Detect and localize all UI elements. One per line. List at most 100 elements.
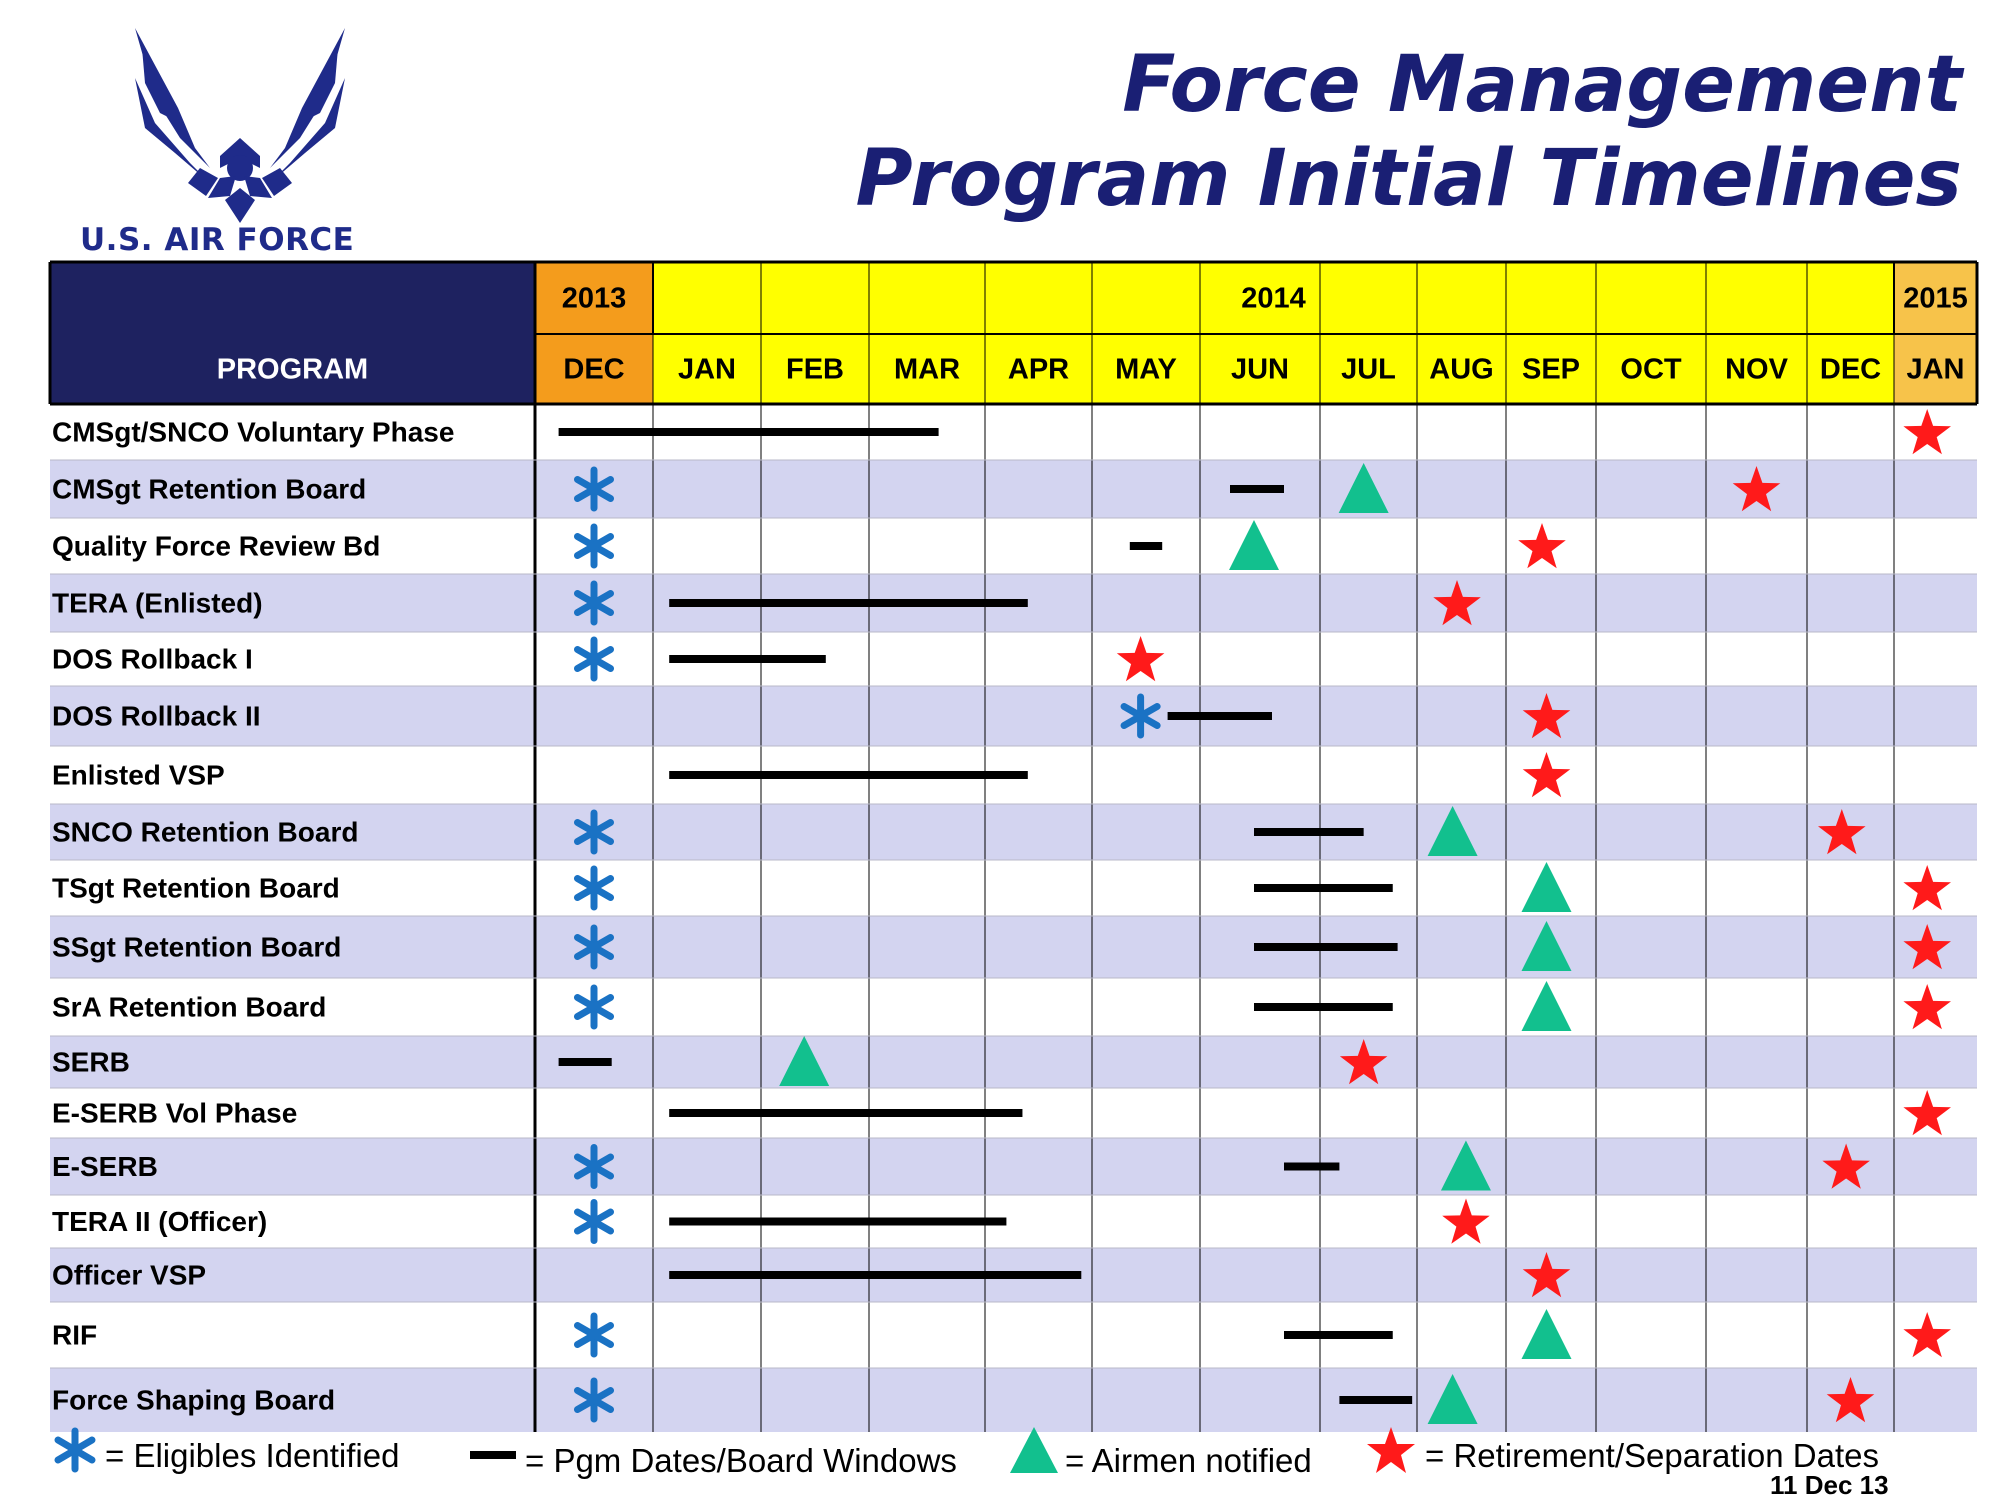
program-label: CMSgt Retention Board bbox=[52, 473, 366, 504]
eligibles-asterisk bbox=[573, 636, 615, 682]
window-bar bbox=[669, 655, 826, 663]
table-row bbox=[50, 460, 1977, 518]
eligibles-asterisk bbox=[573, 580, 615, 626]
table-row bbox=[50, 804, 1977, 860]
notified-triangle bbox=[1427, 1374, 1478, 1424]
window-bar bbox=[669, 1217, 1007, 1226]
triangle-legend-icon bbox=[1010, 1427, 1058, 1473]
table-row bbox=[50, 686, 1977, 746]
window-bar bbox=[1254, 943, 1398, 951]
eligibles-asterisk bbox=[573, 984, 615, 1030]
window-bar bbox=[669, 599, 1028, 607]
separation-star bbox=[1116, 636, 1165, 682]
table-row bbox=[50, 978, 1977, 1036]
program-label: SrA Retention Board bbox=[52, 991, 326, 1022]
year-label: 2013 bbox=[562, 283, 627, 315]
window-bar bbox=[1129, 542, 1163, 550]
legend-eligibles: = Eligibles Identified bbox=[105, 1437, 400, 1474]
notified-triangle bbox=[1521, 862, 1572, 912]
eligibles-asterisk bbox=[573, 523, 615, 569]
table-row bbox=[50, 916, 1977, 978]
month-label: SEP bbox=[1522, 354, 1580, 386]
program-label: SSgt Retention Board bbox=[52, 931, 341, 962]
window-bar bbox=[1230, 485, 1284, 493]
eligibles-asterisk bbox=[573, 1312, 615, 1358]
program-label: SNCO Retention Board bbox=[52, 816, 358, 847]
separation-star bbox=[1732, 466, 1781, 512]
legend-separation: = Retirement/Separation Dates bbox=[1425, 1437, 1879, 1474]
separation-star bbox=[1903, 1090, 1951, 1136]
table-row bbox=[50, 632, 1977, 686]
notified-triangle bbox=[1521, 1309, 1572, 1359]
eligibles-asterisk bbox=[573, 924, 615, 970]
notified-triangle bbox=[1427, 806, 1478, 856]
window-bar bbox=[558, 1058, 612, 1066]
legend-windows: = Pgm Dates/Board Windows bbox=[525, 1442, 957, 1479]
eligibles-asterisk bbox=[573, 809, 615, 855]
table-row bbox=[50, 404, 1977, 460]
table-row bbox=[50, 860, 1977, 916]
asterisk-legend-icon bbox=[54, 1427, 96, 1473]
program-label: TERA II (Officer) bbox=[52, 1206, 267, 1237]
month-label: MAR bbox=[894, 354, 960, 386]
page-title-line2: Program Initial Timelines bbox=[855, 134, 1962, 224]
separation-star bbox=[1339, 1039, 1388, 1085]
page-title-line1: Force Management bbox=[1122, 40, 1962, 130]
program-label: DOS Rollback I bbox=[52, 643, 253, 674]
brand-name: U.S. AIR FORCE bbox=[80, 222, 355, 258]
table-row bbox=[50, 518, 1977, 574]
separation-star bbox=[1822, 1143, 1870, 1189]
month-label: NOV bbox=[1725, 354, 1789, 386]
window-bar bbox=[1167, 712, 1272, 720]
program-label: TSgt Retention Board bbox=[52, 872, 340, 903]
eligibles-asterisk bbox=[573, 466, 615, 512]
separation-star bbox=[1522, 693, 1571, 739]
separation-star bbox=[1522, 1252, 1571, 1298]
program-label: Officer VSP bbox=[52, 1259, 206, 1290]
month-label: APR bbox=[1008, 354, 1069, 386]
program-label: TERA (Enlisted) bbox=[52, 587, 263, 618]
window-bar bbox=[1254, 884, 1393, 892]
window-bar bbox=[558, 428, 939, 436]
window-bar bbox=[669, 1109, 1023, 1117]
eligibles-asterisk bbox=[573, 1377, 615, 1423]
month-label: OCT bbox=[1620, 354, 1682, 386]
separation-star bbox=[1522, 752, 1571, 798]
program-label: E-SERB Vol Phase bbox=[52, 1097, 297, 1128]
program-label: Quality Force Review Bd bbox=[52, 530, 380, 561]
star-legend-icon bbox=[1367, 1427, 1415, 1473]
year-label: 2014 bbox=[1241, 283, 1306, 315]
eligibles-asterisk bbox=[573, 1199, 615, 1244]
air-force-symbol-icon bbox=[135, 28, 345, 223]
month-label: DEC bbox=[563, 354, 624, 386]
month-label: AUG bbox=[1429, 354, 1493, 386]
program-header-cell bbox=[50, 262, 535, 404]
eligibles-asterisk bbox=[1120, 693, 1161, 739]
program-label: CMSgt/SNCO Voluntary Phase bbox=[52, 416, 454, 447]
month-label: JUN bbox=[1231, 354, 1289, 386]
month-label: JUL bbox=[1341, 354, 1396, 386]
eligibles-asterisk bbox=[573, 865, 615, 911]
table-row bbox=[50, 1195, 1977, 1248]
month-label: MAY bbox=[1115, 354, 1177, 386]
month-label: JAN bbox=[1906, 354, 1964, 386]
separation-star bbox=[1903, 409, 1951, 455]
window-bar bbox=[1254, 828, 1364, 836]
table-row bbox=[50, 1302, 1977, 1368]
slide-date: 11 Dec 13 bbox=[1770, 1470, 1889, 1500]
table-row bbox=[50, 1036, 1977, 1088]
notified-triangle bbox=[1521, 981, 1572, 1031]
window-bar bbox=[669, 1271, 1082, 1279]
window-bar bbox=[1284, 1331, 1393, 1339]
table-row bbox=[50, 1138, 1977, 1195]
notified-triangle bbox=[1338, 463, 1389, 513]
table-row bbox=[50, 1368, 1977, 1432]
separation-star bbox=[1818, 809, 1866, 855]
program-label: Force Shaping Board bbox=[52, 1384, 335, 1415]
window-bar bbox=[1254, 1003, 1393, 1011]
separation-star bbox=[1433, 580, 1481, 626]
window-bar bbox=[1339, 1396, 1413, 1404]
separation-star bbox=[1518, 523, 1566, 569]
program-label: SERB bbox=[52, 1046, 130, 1077]
